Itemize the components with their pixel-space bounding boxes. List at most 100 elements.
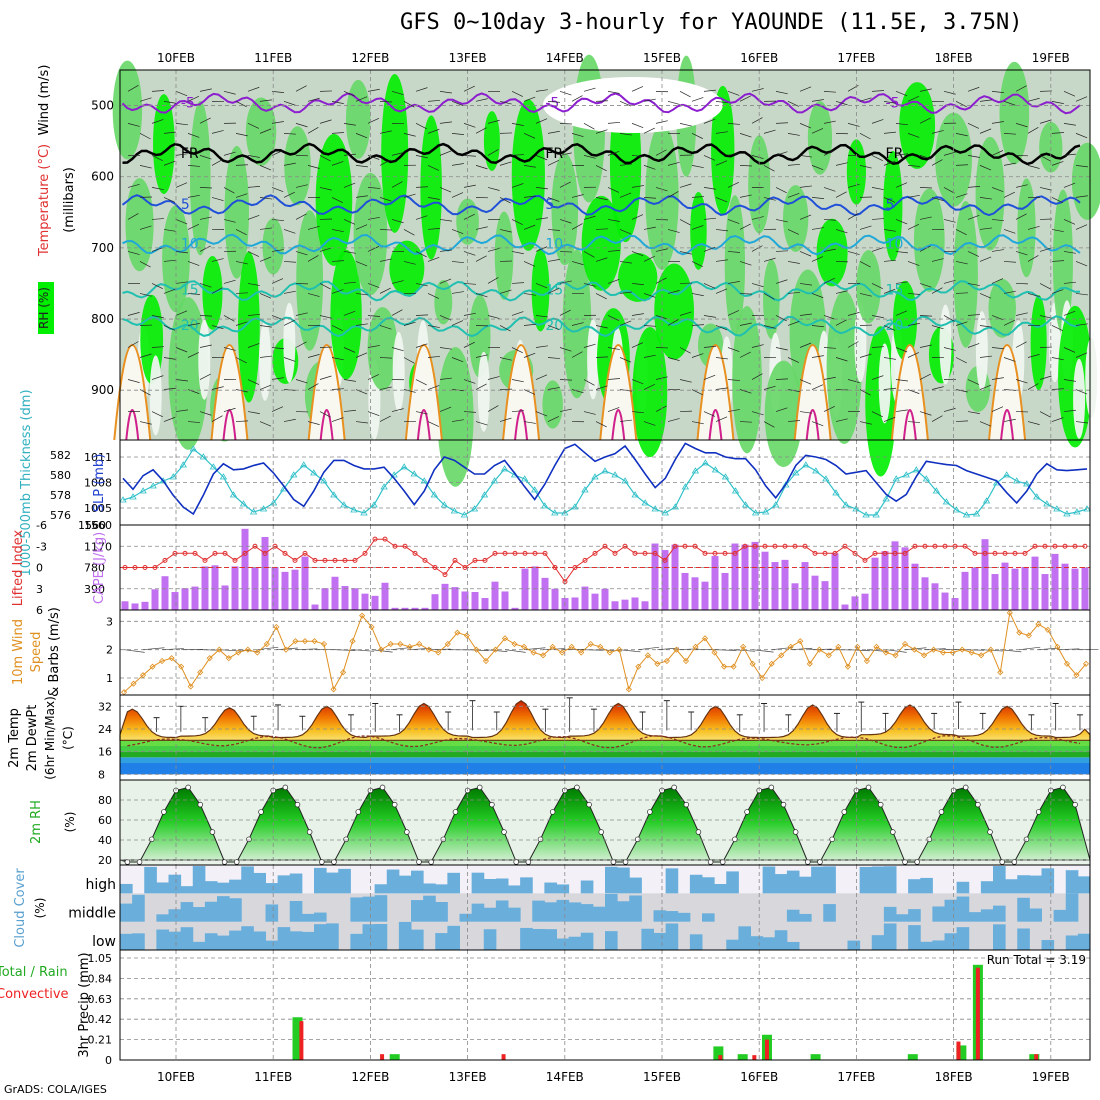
- wind-barb: [223, 315, 235, 322]
- cape-tick: 780: [84, 562, 105, 575]
- wind-barb: [751, 411, 764, 416]
- wind-barb: [871, 90, 884, 92]
- wind-barb: [739, 261, 752, 266]
- wind-barb: [907, 352, 920, 358]
- wind-barb: [559, 152, 572, 156]
- wind-barb: [1027, 255, 1039, 262]
- thickness-point: [209, 463, 218, 470]
- wind-barb: [367, 315, 380, 317]
- wind-tick: 3: [106, 615, 113, 628]
- cloud-cell: [762, 866, 776, 894]
- wind-barb: [739, 223, 751, 230]
- wind-barb: [463, 283, 476, 285]
- rh-point: [404, 829, 410, 835]
- boundary-layer-contour: [988, 344, 1027, 441]
- li-point: [552, 565, 558, 570]
- cape-bar: [221, 585, 229, 610]
- wind-barb: [1015, 85, 1027, 92]
- wind-barb: [979, 355, 992, 358]
- wind-barb: [979, 384, 992, 390]
- wind-barb: [463, 251, 476, 256]
- wind-barb: [271, 219, 284, 222]
- legend-rh-swatch: [38, 282, 54, 334]
- cape-bar: [1061, 563, 1069, 610]
- wind-barb: [187, 323, 200, 326]
- pressure-tick: 900: [91, 383, 114, 397]
- date-label-top: 11FEB: [254, 51, 292, 65]
- wind-barb: [727, 379, 740, 381]
- wind-barb: [475, 165, 488, 170]
- wind-barb: [787, 357, 800, 363]
- date-label-bottom: 10FEB: [157, 1070, 195, 1084]
- wind-speed-point: [921, 652, 928, 659]
- thickness-point: [189, 445, 197, 452]
- wind-barb: [715, 160, 728, 166]
- thickness-point: [551, 509, 559, 516]
- wind-barb: [475, 354, 488, 358]
- wind-barb: [199, 216, 212, 220]
- cloud-cell: [920, 877, 933, 894]
- thickness-point: [520, 475, 529, 482]
- wind-barb: [559, 347, 572, 352]
- wind-barb: [343, 379, 356, 382]
- pressure-tick: 800: [91, 312, 114, 326]
- wind-speed-point: [444, 640, 451, 648]
- li-point: [522, 550, 528, 556]
- wind-speed-point: [340, 669, 347, 676]
- wind-speed-point: [530, 649, 537, 656]
- wind-barb: [751, 88, 764, 92]
- wind-speed-point: [387, 640, 394, 648]
- wind-speed-point: [206, 655, 213, 662]
- rh-cell: [190, 100, 211, 256]
- wind-barb: [871, 375, 884, 380]
- wind-barb: [715, 325, 728, 331]
- wind-barb: [175, 281, 188, 284]
- thickness-point: [962, 511, 971, 518]
- cloud-cell: [180, 927, 194, 950]
- wind-barb: [835, 229, 848, 234]
- wind-barb: [679, 347, 691, 354]
- wind-barb: [787, 261, 800, 264]
- wind-barb: [535, 217, 548, 220]
- cape-bar: [261, 536, 269, 610]
- precip-conv-bar: [1034, 1054, 1039, 1060]
- cloud-cell: [774, 930, 788, 950]
- li-point: [742, 543, 748, 549]
- wind-speed-point: [959, 646, 966, 653]
- precip-conv-bar: [718, 1055, 723, 1060]
- wind-barb: [151, 155, 163, 161]
- wind-speed-point: [711, 649, 718, 656]
- wind-barb: [463, 341, 475, 348]
- wind-barb: [775, 91, 788, 95]
- date-label-top: 16FEB: [740, 51, 778, 65]
- wind-barb: [583, 411, 596, 415]
- thickness-point: [872, 511, 880, 518]
- cloud-cell: [944, 899, 958, 922]
- cape-bar: [851, 596, 859, 610]
- wind-barb: [1075, 323, 1088, 326]
- wind-barb: [979, 227, 992, 230]
- wind-barb: [535, 187, 548, 190]
- wind-barb: [715, 131, 728, 134]
- wind-speed-point: [511, 640, 518, 648]
- li-point: [672, 543, 678, 549]
- wind-barb: [775, 347, 788, 351]
- wind-barb: [487, 247, 500, 252]
- wind-barb: [739, 351, 751, 358]
- rh-dry-cell: [283, 302, 296, 383]
- rh-point: [634, 836, 641, 843]
- cloud-cell: [617, 901, 630, 922]
- wind-speed-point: [168, 655, 175, 662]
- wind-barb: [607, 150, 620, 156]
- wind-barb: [499, 101, 512, 105]
- page-title: GFS 0~10day 3-hourly for YAOUNDE (11.5E,…: [400, 10, 1023, 35]
- wind-barb: [343, 281, 356, 284]
- wind-barb: [355, 261, 368, 267]
- wind-barb: [703, 374, 716, 380]
- wind-barb: [871, 155, 883, 161]
- wind-barb: [451, 291, 464, 294]
- wind-barb: [139, 293, 152, 297]
- li-point: [822, 550, 828, 556]
- wind-barb: [643, 421, 656, 426]
- wind-barb: [607, 347, 620, 350]
